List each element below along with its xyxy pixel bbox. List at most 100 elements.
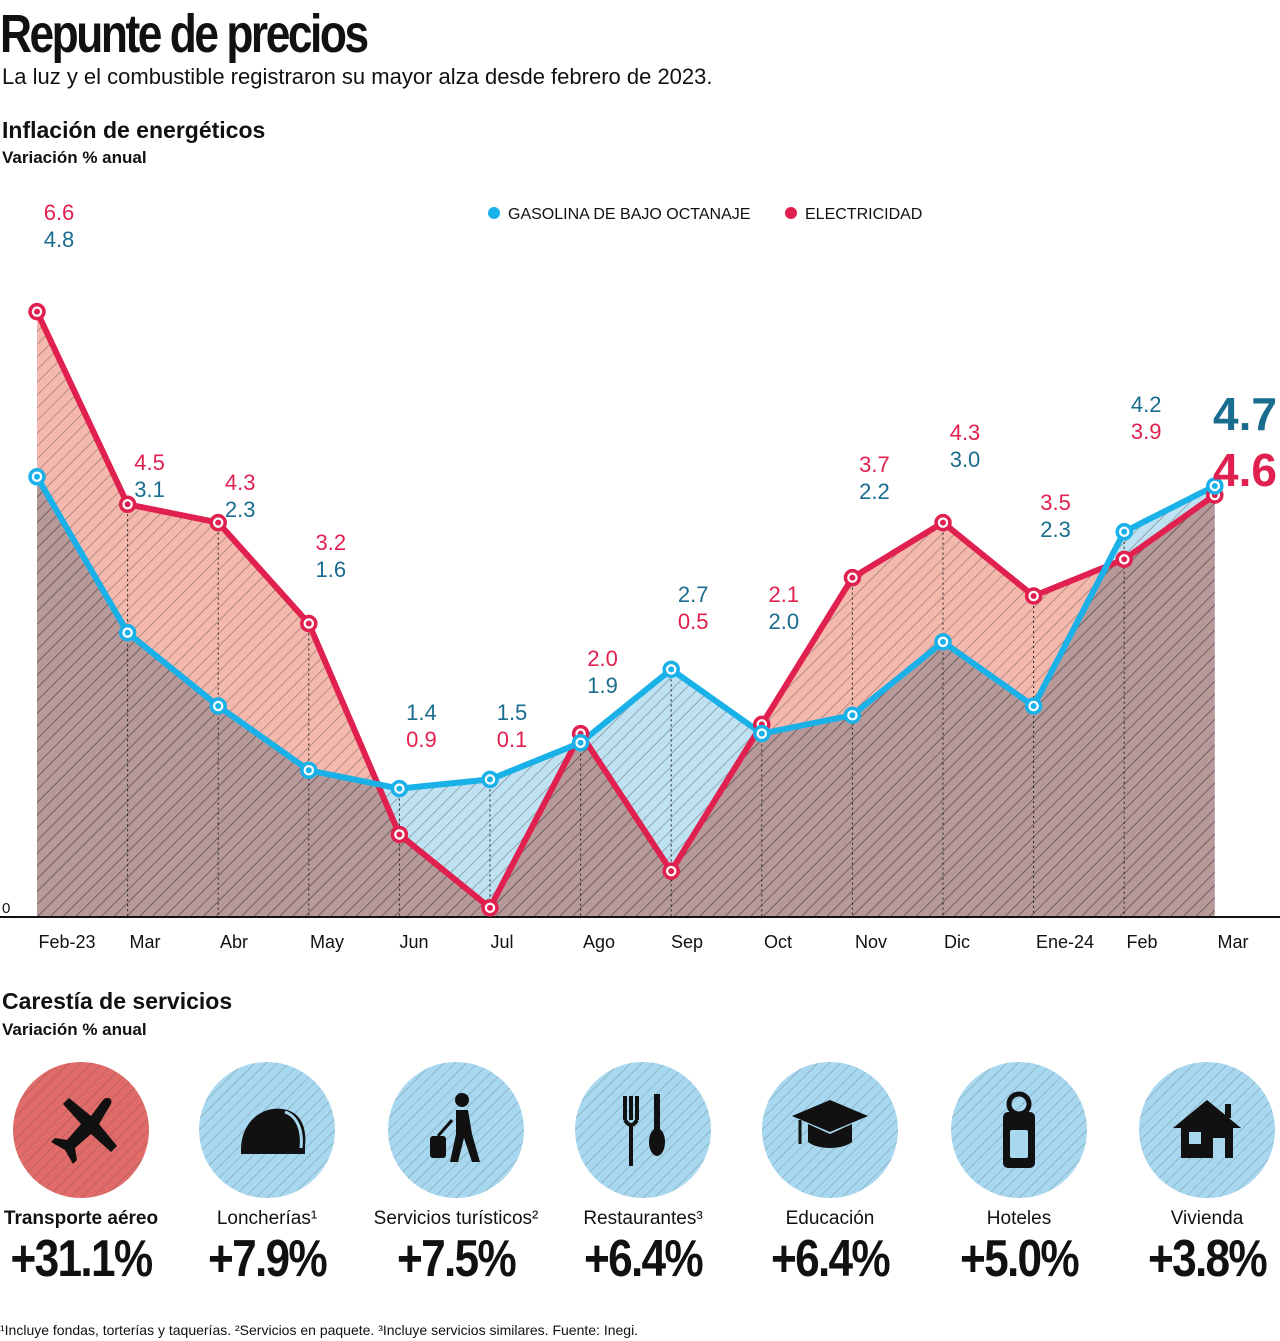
- service-circle: [13, 1062, 149, 1198]
- electricity-point-center: [940, 519, 946, 526]
- x-tick-label: Nov: [855, 932, 887, 952]
- x-tick-label: Sep: [671, 932, 703, 952]
- page-title: Repunte de precios: [0, 4, 369, 64]
- service-circle: [951, 1062, 1087, 1198]
- services-section-title: Carestía de servicios: [2, 988, 233, 1014]
- point-label: 2.3: [225, 497, 256, 522]
- point-label: 4.8: [44, 227, 75, 252]
- footnote: ¹Incluye fondas, torterías y taquerías. …: [0, 1322, 639, 1338]
- energy-section-title: Inflación de energéticos: [2, 117, 266, 143]
- traveler-icon: [430, 1093, 480, 1162]
- point-label: 2.7: [678, 582, 709, 607]
- x-tick-label: Oct: [764, 932, 792, 952]
- service-circle: [762, 1062, 898, 1198]
- service-name: Loncherías¹: [216, 1208, 318, 1229]
- electricity-legend-dot: [785, 207, 797, 219]
- x-tick-label: Ene-24: [1036, 932, 1094, 952]
- last-gasoline-label: 4.7: [1213, 388, 1277, 440]
- service-circle: [575, 1062, 711, 1198]
- x-tick-label: Ago: [583, 932, 615, 952]
- point-label: 2.1: [769, 582, 800, 607]
- x-tick-label: Abr: [220, 932, 248, 952]
- service-circle: [1139, 1062, 1275, 1198]
- service-name: Vivienda: [1170, 1208, 1244, 1229]
- gasoline-point-center: [215, 703, 222, 710]
- x-tick-label: Dic: [944, 932, 970, 952]
- gasoline-point-center: [1121, 528, 1128, 535]
- service-item: Restaurantes³ +6.4%: [553, 1062, 733, 1288]
- point-label: 3.2: [316, 530, 347, 555]
- electricity-point-center: [849, 574, 856, 581]
- gasoline-point-center: [487, 776, 493, 783]
- gasoline-point-center: [577, 739, 584, 746]
- gasoline-point-center: [849, 712, 856, 719]
- graduation-cap-icon: [792, 1100, 868, 1148]
- point-label: 2.0: [587, 646, 618, 671]
- energy-section-unit: Variación % anual: [2, 148, 147, 167]
- service-value: +3.8%: [1147, 1230, 1268, 1288]
- service-name: Educación: [785, 1208, 875, 1229]
- point-label: 0.9: [406, 727, 437, 752]
- electricity-point-center: [668, 868, 675, 875]
- electricity-legend-label: ELECTRICIDAD: [805, 206, 922, 223]
- service-name: Servicios turísticos²: [373, 1208, 539, 1229]
- gasoline-point-center: [305, 767, 312, 774]
- service-value: +7.5%: [396, 1230, 517, 1288]
- service-circle: [388, 1062, 524, 1198]
- electricity-point-center: [1121, 556, 1128, 563]
- x-tick-label: Mar: [130, 932, 161, 952]
- point-label: 1.4: [406, 700, 437, 725]
- gasoline-line: [34, 475, 1217, 792]
- service-circle: [199, 1062, 335, 1198]
- point-label: 4.3: [950, 420, 981, 445]
- cutlery-icon: [623, 1094, 665, 1166]
- last-electricity-label: 4.6: [1213, 444, 1277, 496]
- gasoline-point-center: [34, 473, 40, 480]
- x-tick-label: Jun: [399, 932, 428, 952]
- electricity-line: [34, 310, 1217, 911]
- point-label: 6.6: [44, 200, 75, 225]
- service-name: Restaurantes³: [583, 1208, 703, 1229]
- point-label: 1.5: [497, 700, 528, 725]
- taco-icon: [241, 1108, 306, 1154]
- point-label: 4.2: [1131, 392, 1162, 417]
- gasoline-point-center: [668, 666, 675, 673]
- service-item: Servicios turísticos² +7.5%: [366, 1062, 546, 1288]
- electricity-point-center: [305, 620, 312, 627]
- electricity-point-center: [1030, 593, 1037, 599]
- service-value: +6.4%: [583, 1230, 704, 1288]
- x-tick-label: Jul: [490, 932, 513, 952]
- gasoline-point-center: [1211, 482, 1218, 489]
- x-tick-label: May: [310, 932, 344, 952]
- service-name: Hoteles: [986, 1208, 1052, 1229]
- service-value: +7.9%: [207, 1230, 328, 1288]
- point-label: 4.3: [225, 470, 256, 495]
- point-label: 1.6: [316, 557, 347, 582]
- gasoline-legend-dot: [488, 207, 500, 219]
- y-zero-label: 0: [2, 900, 10, 917]
- electricity-point-center: [396, 831, 403, 838]
- gasoline-point-center: [1030, 703, 1037, 710]
- service-value: +31.1%: [10, 1230, 154, 1288]
- service-item: Hoteles +5.0%: [929, 1062, 1109, 1288]
- x-tick-label: Feb: [1126, 932, 1157, 952]
- gasoline-point-center: [758, 730, 765, 737]
- energy-inflation-chart: 06.64.84.53.1 4.32.33.21.61.40.91.50.12.0…: [0, 200, 1280, 952]
- x-tick-label: Mar: [1218, 932, 1249, 952]
- electricity-point-center: [34, 308, 40, 315]
- service-item: Loncherías¹ +7.9%: [177, 1062, 357, 1288]
- service-item: Educación +6.4%: [740, 1062, 920, 1288]
- point-label: 0.1: [497, 727, 528, 752]
- gasoline-point-center: [396, 785, 403, 792]
- door-hanger-icon: [1003, 1091, 1035, 1168]
- service-name: Transporte aéreo: [3, 1208, 159, 1229]
- gasoline-point-center: [124, 629, 131, 636]
- point-label: 2.2: [859, 479, 890, 504]
- house-icon: [1173, 1100, 1241, 1158]
- point-label: 3.9: [1131, 419, 1162, 444]
- services-section-unit: Variación % anual: [2, 1020, 147, 1039]
- electricity-point-center: [124, 501, 131, 508]
- gasoline-hatch: [37, 476, 1215, 917]
- service-item: Transporte aéreo +31.1%: [0, 1062, 171, 1288]
- electricity-point-center: [215, 519, 222, 526]
